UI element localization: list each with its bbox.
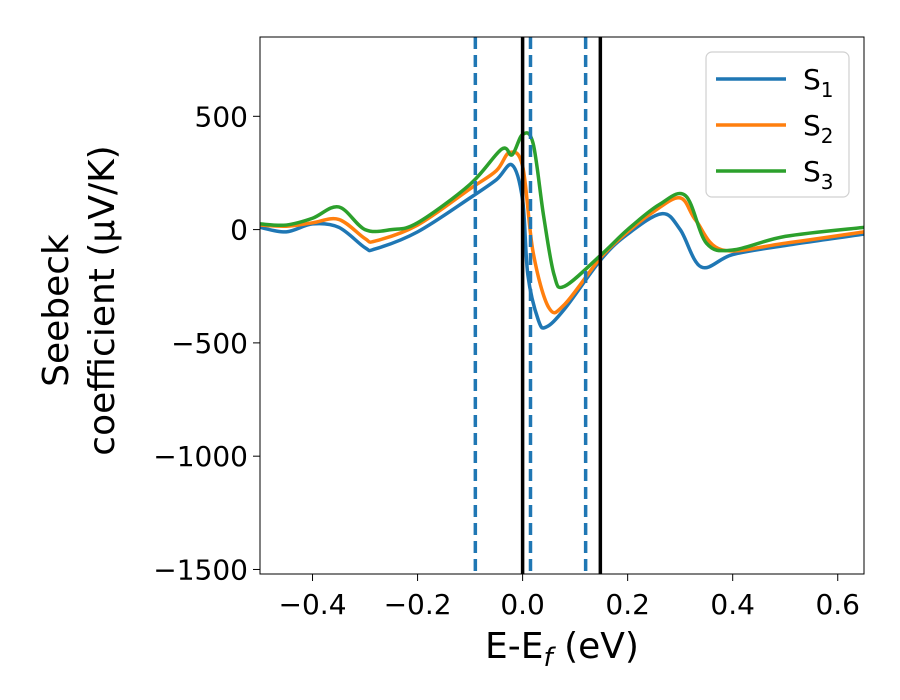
axis-ticks: −0.4 −0.2 0.0 0.2 0.4 0.6 500 0 −500 −1000 −1500 <box>153 100 860 621</box>
x-tick-label: 0.2 <box>605 588 650 621</box>
y-tick-label: −500 <box>171 327 248 360</box>
x-axis-label: E-Ef (eV) <box>485 626 639 673</box>
y-tick-label: 0 <box>230 214 248 247</box>
y-tick-label: 500 <box>195 100 248 133</box>
x-tick-label: 0.6 <box>815 588 860 621</box>
x-tick-label: −0.4 <box>279 588 347 621</box>
plot-frame <box>259 36 865 575</box>
x-tick-label: 0.0 <box>500 588 545 621</box>
legend-label-s1: S1 <box>803 63 834 102</box>
x-tick-label: −0.2 <box>384 588 452 621</box>
legend-label-s3: S3 <box>803 155 834 194</box>
legend: S1 S2 S3 <box>705 51 850 198</box>
series-line-s3 <box>260 131 864 290</box>
y-axis-label-line1: Seebeck <box>36 234 77 387</box>
y-axis-label-line2: coefficient (μV/K) <box>82 145 123 455</box>
legend-label-s2: S2 <box>803 109 834 148</box>
y-tick-label: −1500 <box>153 553 248 586</box>
series-line-s1 <box>260 162 864 330</box>
plot-area <box>260 37 864 574</box>
y-tick-label: −1000 <box>153 440 248 473</box>
axis-labels: E-Ef (eV) Seebeck coefficient (μV/K) <box>36 145 639 673</box>
series-line-s2 <box>260 150 864 315</box>
x-tick-label: 0.4 <box>710 588 755 621</box>
